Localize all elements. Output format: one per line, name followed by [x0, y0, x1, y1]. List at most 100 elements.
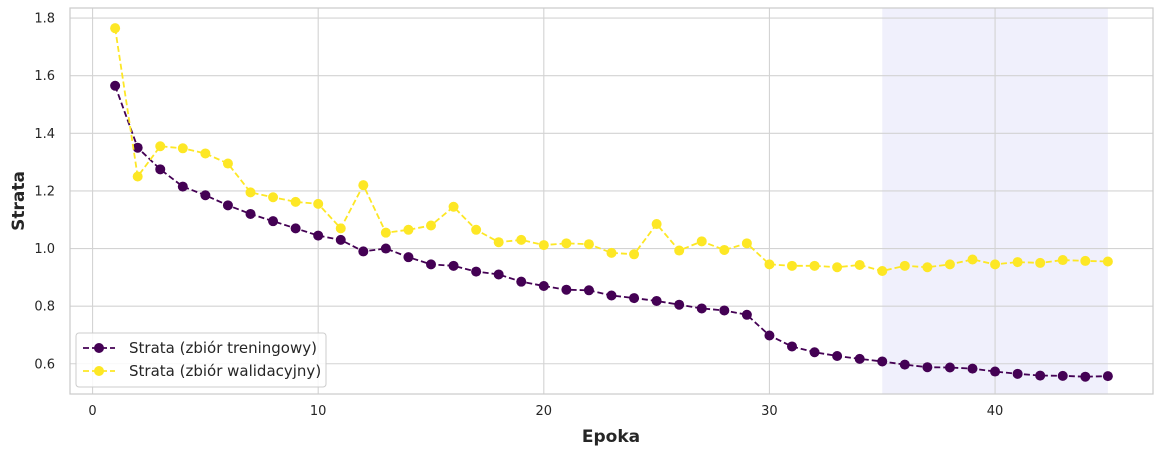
data-point-validation — [516, 234, 527, 245]
legend: Strata (zbiór treningowy) Strata (zbiór … — [75, 332, 327, 388]
data-point-validation — [922, 262, 933, 273]
data-point-training — [944, 362, 955, 373]
data-point-training — [787, 341, 797, 352]
data-point-training — [268, 216, 279, 227]
y-tick-label: 1.4 — [34, 127, 55, 142]
data-point-validation — [335, 223, 346, 234]
data-point-training — [854, 353, 865, 364]
data-point-training — [493, 269, 504, 280]
data-point-validation — [787, 260, 797, 271]
x-tick-label: 40 — [987, 404, 1004, 419]
data-point-validation — [313, 198, 324, 209]
data-point-validation — [741, 238, 752, 249]
data-point-training — [967, 363, 978, 374]
data-point-validation — [606, 247, 617, 258]
data-point-training — [832, 350, 843, 361]
data-point-training — [741, 309, 752, 320]
y-tick-label: 1.0 — [34, 242, 55, 257]
legend-label-validation: Strata (zbiór walidacyjny) — [129, 362, 321, 380]
data-point-validation — [674, 245, 685, 256]
data-point-validation — [854, 259, 865, 270]
data-point-training — [110, 80, 121, 91]
data-point-validation — [245, 187, 256, 198]
data-point-validation — [155, 141, 166, 152]
y-tick-label: 1.6 — [34, 69, 55, 84]
data-point-training — [313, 230, 324, 241]
x-tick-label: 30 — [761, 404, 778, 419]
legend-label-training: Strata (zbiór treningowy) — [129, 339, 317, 357]
data-point-training — [764, 330, 775, 341]
data-point-training — [899, 359, 910, 370]
data-point-validation — [832, 262, 843, 273]
y-tick-labels: 0.6 0.8 1.0 1.2 1.4 1.6 1.8 — [34, 12, 55, 373]
data-point-validation — [1080, 255, 1091, 266]
data-point-validation — [471, 224, 482, 235]
data-point-validation — [1102, 256, 1113, 267]
data-point-training — [335, 234, 346, 245]
data-point-validation — [1057, 255, 1068, 266]
data-point-validation — [651, 219, 662, 230]
data-point-training — [155, 164, 166, 175]
data-point-training — [606, 290, 617, 301]
data-point-validation — [200, 148, 211, 159]
data-point-training — [358, 246, 369, 257]
data-point-training — [1102, 371, 1113, 382]
data-point-validation — [177, 143, 188, 154]
data-point-training — [583, 285, 594, 296]
y-axis-label: Strata — [9, 171, 29, 231]
data-point-validation — [944, 259, 955, 270]
data-point-validation — [899, 260, 910, 271]
data-point-training — [200, 190, 211, 201]
data-point-training — [877, 356, 888, 367]
y-tick-label: 1.8 — [34, 12, 55, 27]
data-point-validation — [380, 227, 391, 238]
data-point-training — [132, 142, 143, 153]
legend-box — [75, 332, 327, 388]
data-point-training — [922, 362, 933, 373]
data-point-training — [177, 181, 188, 192]
data-point-validation — [426, 220, 436, 231]
data-point-validation — [1012, 257, 1023, 268]
data-point-training — [403, 252, 414, 263]
data-point-training — [380, 243, 391, 254]
data-point-training — [674, 299, 685, 310]
data-point-validation — [719, 244, 730, 255]
legend-marker-validation — [94, 366, 104, 376]
x-tick-label: 10 — [310, 404, 327, 419]
y-tick-label: 0.8 — [34, 300, 55, 315]
data-point-validation — [696, 236, 707, 247]
series-layer — [110, 23, 1113, 382]
data-point-validation — [358, 180, 369, 191]
data-point-validation — [268, 192, 279, 203]
data-point-training — [651, 295, 662, 306]
data-point-training — [516, 276, 527, 287]
data-point-validation — [222, 158, 233, 169]
series-line-validation — [114, 28, 1108, 272]
data-point-training — [290, 223, 301, 234]
data-point-validation — [967, 254, 978, 265]
data-point-validation — [493, 237, 504, 248]
data-point-training — [629, 293, 640, 304]
x-axis-label: Epoka — [582, 427, 640, 447]
data-point-validation — [809, 260, 820, 271]
y-tick-label: 1.2 — [34, 184, 55, 199]
data-point-validation — [538, 240, 549, 251]
plot-frame — [69, 7, 1154, 395]
x-tick-label: 0 — [88, 404, 96, 419]
data-point-training — [471, 266, 482, 277]
data-point-training — [1012, 368, 1023, 379]
legend-marker-training — [94, 343, 104, 353]
data-point-training — [561, 284, 572, 295]
data-point-validation — [448, 201, 459, 212]
data-point-validation — [990, 259, 1001, 270]
x-tick-labels: 0 10 20 30 40 — [88, 404, 1003, 419]
data-point-training — [222, 200, 233, 211]
data-point-training — [990, 366, 1001, 377]
data-point-validation — [877, 265, 888, 276]
data-point-validation — [110, 23, 121, 34]
data-point-training — [245, 208, 256, 219]
data-point-validation — [764, 259, 775, 270]
data-point-training — [696, 303, 707, 314]
data-point-training — [809, 347, 820, 358]
